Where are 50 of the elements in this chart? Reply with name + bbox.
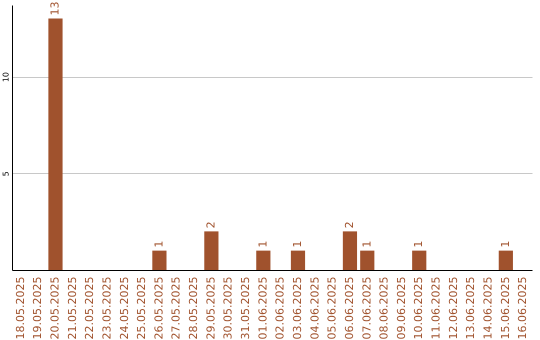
x-tick-label: 16.06.2025 <box>516 276 530 340</box>
data-label: 13 <box>48 2 62 16</box>
data-label: 1 <box>152 240 166 248</box>
x-tick-label: 28.05.2025 <box>187 276 200 340</box>
x-tick-label: 24.05.2025 <box>118 276 131 340</box>
bar <box>360 250 374 270</box>
x-tick-label: 29.05.2025 <box>204 276 218 340</box>
x-tick-label: 19.05.2025 <box>31 276 44 340</box>
data-label: 2 <box>204 221 218 228</box>
data-label: 1 <box>412 240 426 248</box>
data-label: 1 <box>360 240 374 248</box>
x-tick-label: 13.06.2025 <box>464 276 478 340</box>
bar <box>290 250 306 270</box>
bar <box>256 250 270 270</box>
x-tick-label: 22.05.2025 <box>83 276 96 340</box>
x-tick-label: 06.06.2025 <box>342 276 356 340</box>
y-tick-label: 5 <box>2 171 10 176</box>
x-tick-label: 04.06.2025 <box>308 276 322 340</box>
x-tick-label: 26.05.2025 <box>152 276 166 340</box>
x-tick-label: 03.06.2025 <box>290 276 304 340</box>
x-tick-label: 11.06.2025 <box>430 276 443 340</box>
x-tick-label: 05.06.2025 <box>326 276 339 340</box>
bar <box>48 18 63 270</box>
x-tick-label: 18.05.2025 <box>14 276 27 340</box>
x-tick-label: 02.06.2025 <box>274 276 287 340</box>
bar <box>498 250 513 270</box>
x-tick-label: 07.06.2025 <box>360 276 374 340</box>
x-tick-label: 30.05.2025 <box>222 276 235 340</box>
x-tick-label: 10.06.2025 <box>412 276 426 340</box>
bar <box>152 250 167 270</box>
x-tick-label: 01.06.2025 <box>256 276 270 340</box>
x-tick-label: 12.06.2025 <box>446 276 460 340</box>
data-label: 1 <box>290 240 304 248</box>
bar <box>412 250 426 270</box>
bar <box>204 231 218 270</box>
x-tick-label: 27.05.2025 <box>170 276 183 340</box>
x-tick-label: 08.06.2025 <box>378 276 391 340</box>
x-tick-label: 25.05.2025 <box>135 276 148 340</box>
data-label: 1 <box>256 240 270 248</box>
x-tick-label: 14.06.2025 <box>482 276 495 340</box>
y-tick-label: 10 <box>2 72 10 82</box>
x-tick-label: 15.06.2025 <box>498 276 512 340</box>
data-label: 1 <box>498 240 512 248</box>
x-tick-label: 21.05.2025 <box>66 276 79 340</box>
x-tick-label: 20.05.2025 <box>48 276 62 340</box>
bar <box>342 231 358 270</box>
x-tick-label: 31.05.2025 <box>239 276 252 340</box>
x-tick-label: 23.05.2025 <box>100 276 114 340</box>
data-label: 2 <box>342 221 356 228</box>
x-tick-label: 09.06.2025 <box>394 276 408 340</box>
